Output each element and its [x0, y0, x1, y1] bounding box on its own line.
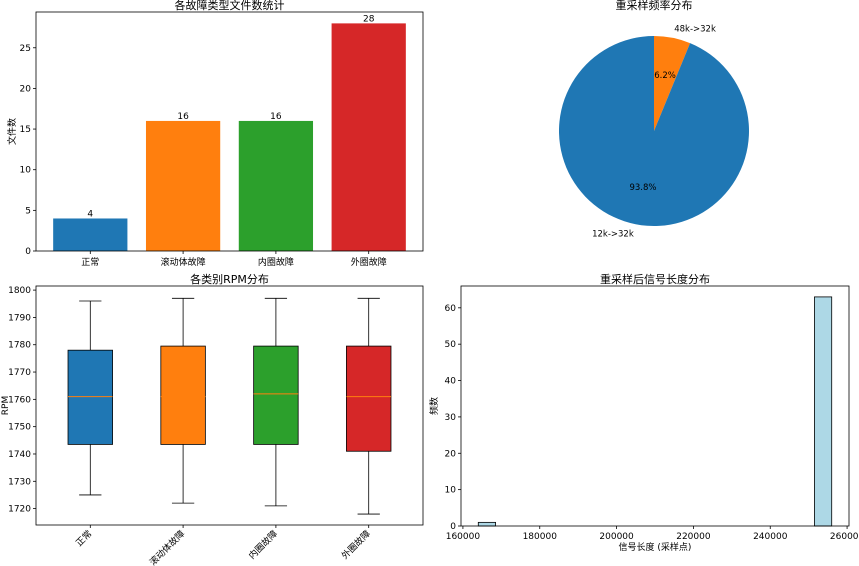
data-label: 4	[87, 209, 93, 219]
pie-label: 48k->32k	[674, 24, 716, 34]
y-axis-label: 频数	[428, 397, 440, 415]
y-tick-label: 1750	[8, 423, 31, 433]
y-tick-label: 1790	[8, 313, 31, 323]
y-tick-label: 15	[20, 125, 31, 135]
y-tick-label: 1720	[8, 505, 31, 515]
x-tick-label: 正常	[73, 528, 94, 549]
bar	[238, 120, 314, 251]
box	[253, 345, 299, 445]
bar	[331, 23, 406, 252]
x-tick-label: 180000	[523, 532, 558, 542]
pie-slice	[654, 36, 691, 131]
data-label: 16	[177, 112, 189, 122]
y-tick-label: 30	[445, 413, 457, 423]
box-plot: 1720 1730 1740 1750 1760 1770 1780 1790 1800 正常 滚动…	[1, 272, 424, 566]
pie-label: 12k->32k	[592, 230, 634, 240]
y-tick-label: 0	[450, 522, 456, 532]
y-tick-label: 1760	[8, 395, 31, 405]
x-tick-label: 240000	[753, 532, 788, 542]
axes-frame	[460, 285, 850, 527]
y-tick-label: 20	[445, 449, 457, 459]
data-label: 16	[270, 112, 282, 122]
histogram-bar	[477, 521, 496, 527]
y-tick-label: 1730	[8, 477, 31, 487]
x-tick-label: 滚动体故障	[147, 528, 187, 566]
box	[67, 349, 113, 445]
chart-title: 各类别RPM分布	[190, 272, 269, 286]
bar-chart: 0 5 10 15 20 25 4 正常 16 滚动体故障 16 内圈故障 28 外圈故障 各故障类型文件数…	[6, 0, 424, 268]
data-label: 28	[363, 14, 375, 24]
x-tick-label: 260000	[830, 532, 859, 542]
x-tick-label: 外圈故障	[351, 256, 387, 268]
bar	[145, 120, 221, 251]
y-tick-label: 1740	[8, 450, 31, 460]
y-tick-label: 40	[445, 377, 457, 387]
pie-pct-label: 93.8%	[629, 183, 656, 193]
y-tick-label: 20	[20, 84, 32, 94]
y-tick-label: 60	[445, 304, 457, 314]
chart-title: 重采样频率分布	[616, 0, 693, 12]
chart-title: 重采样后信号长度分布	[600, 272, 710, 286]
x-tick-label: 内圈故障	[246, 528, 280, 562]
y-axis-label: 文件数	[6, 118, 18, 145]
y-tick-label: 1780	[8, 341, 31, 351]
histogram: 0 10 20 30 40 50 60 160000 180000 200000 220000 240…	[428, 272, 859, 553]
x-axis-label: 信号长度 (采样点)	[619, 541, 692, 553]
y-tick-label: 1770	[8, 368, 31, 378]
bar	[53, 218, 128, 251]
pie-chart: 6.2% 48k->32k 93.8% 12k->32k 重采样频率分布	[559, 0, 750, 240]
y-tick-label: 1800	[8, 286, 31, 296]
pie-slice	[559, 36, 750, 226]
box	[160, 345, 206, 445]
y-tick-label: 50	[445, 340, 457, 350]
x-tick-label: 200000	[599, 532, 634, 542]
y-tick-label: 10	[445, 486, 457, 496]
chart-title: 各故障类型文件数统计	[175, 0, 285, 12]
box	[346, 345, 392, 452]
y-tick-label: 25	[20, 44, 31, 54]
x-tick-label: 160000	[446, 532, 481, 542]
x-tick-label: 外圈故障	[339, 528, 373, 562]
histogram-bar	[814, 296, 833, 527]
y-tick-label: 10	[20, 166, 32, 176]
axes-frame	[35, 285, 424, 526]
x-tick-label: 内圈故障	[258, 256, 294, 268]
axes-frame	[35, 11, 424, 252]
y-axis-label: RPM	[1, 396, 11, 415]
y-tick-label: 5	[25, 206, 31, 216]
y-tick-label: 0	[25, 247, 31, 257]
x-tick-label: 滚动体故障	[161, 256, 206, 268]
pie-pct-label: 6.2%	[654, 71, 676, 81]
x-tick-label: 正常	[81, 256, 99, 268]
x-tick-label: 220000	[676, 532, 711, 542]
